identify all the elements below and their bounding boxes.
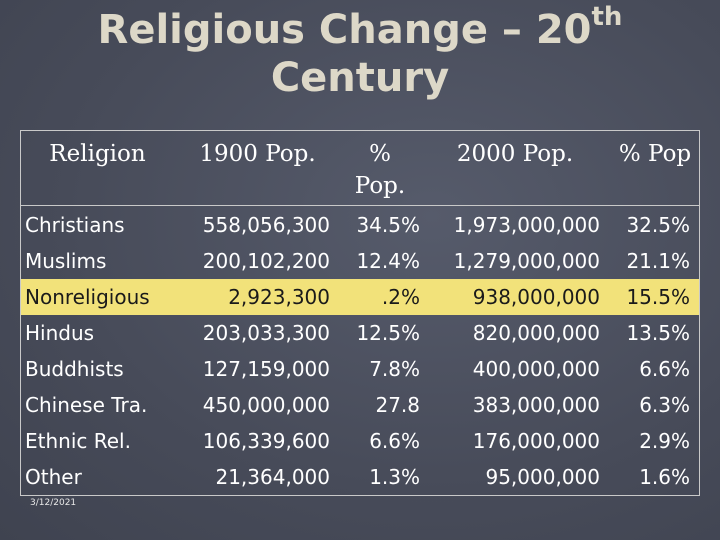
table-cell: 558,056,300 (202, 213, 330, 237)
table-cell: Christians (25, 213, 125, 237)
table-cell: 127,159,000 (202, 357, 330, 381)
column-header: % Pop. (354, 141, 406, 199)
title-text: Religious Change – 20 (97, 7, 592, 53)
table-cell: Chinese Tra. (25, 393, 148, 417)
table-cell: 6.3% (639, 393, 690, 417)
table-cell: 6.6% (369, 429, 420, 453)
table-cell: 450,000,000 (202, 393, 330, 417)
table-cell: 938,000,000 (472, 285, 600, 309)
table-border (20, 130, 700, 496)
table-cell: Nonreligious (25, 285, 150, 309)
column-header: 2000 Pop. (456, 141, 574, 167)
table-cell: 383,000,000 (472, 393, 600, 417)
table-cell: Muslims (25, 249, 107, 273)
table-cell: 400,000,000 (472, 357, 600, 381)
table-cell: 1.3% (369, 465, 420, 489)
table-cell: 1,973,000,000 (453, 213, 600, 237)
table-cell: 106,339,600 (202, 429, 330, 453)
column-header: Religion (49, 141, 146, 167)
table-cell: 203,033,300 (202, 321, 330, 345)
table-cell: Ethnic Rel. (25, 429, 131, 453)
table-cell: 27.8 (375, 393, 420, 417)
column-header: % Pop (618, 141, 692, 167)
table-cell: 34.5% (356, 213, 420, 237)
table-cell: 32.5% (626, 213, 690, 237)
title-text: Century (270, 55, 450, 101)
header-rule (20, 205, 700, 206)
table-cell: 200,102,200 (202, 249, 330, 273)
title-superscript: th (591, 2, 623, 32)
table-cell: 2,923,300 (228, 285, 330, 309)
table-cell: 21.1% (626, 249, 690, 273)
table-cell: 2.9% (639, 429, 690, 453)
table-cell: Hindus (25, 321, 95, 345)
table-cell: .2% (381, 285, 420, 309)
date: 3/12/2021 (30, 498, 77, 508)
table-cell: 12.5% (356, 321, 420, 345)
table-cell: Buddhists (25, 357, 124, 381)
table-cell: 12.4% (356, 249, 420, 273)
table-cell: 1.6% (639, 465, 690, 489)
table-cell: 95,000,000 (485, 465, 600, 489)
table-cell: 7.8% (369, 357, 420, 381)
table-cell: 6.6% (639, 357, 690, 381)
row-highlight (21, 279, 699, 315)
table-cell: 176,000,000 (472, 429, 600, 453)
table-cell: 15.5% (626, 285, 690, 309)
table-cell: 13.5% (626, 321, 690, 345)
column-header: 1900 Pop. (199, 141, 316, 167)
slide-title: Religious Change – 20th Century (0, 4, 720, 102)
table-cell: 820,000,000 (472, 321, 600, 345)
table-cell: 1,279,000,000 (453, 249, 600, 273)
table-cell: Other (25, 465, 82, 489)
table-cell: 21,364,000 (215, 465, 330, 489)
